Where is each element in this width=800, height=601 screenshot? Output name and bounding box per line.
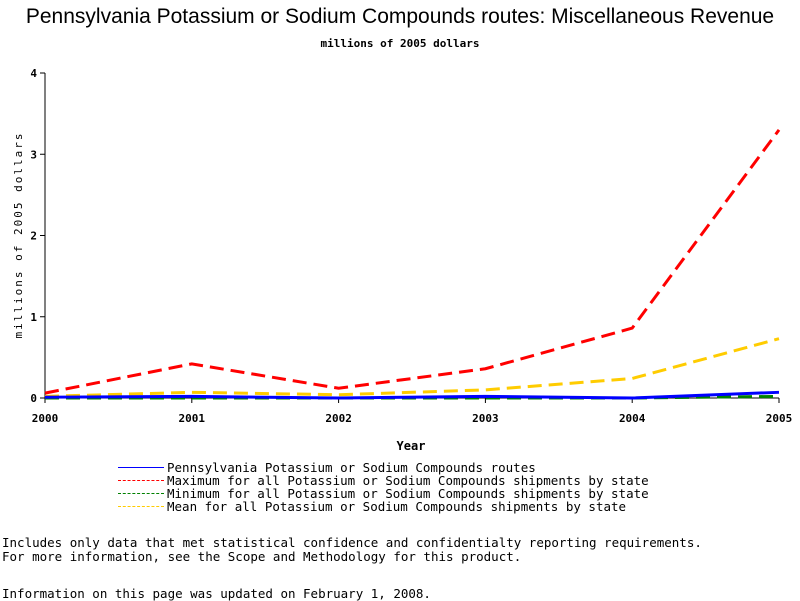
x-tick-label: 2000	[32, 412, 59, 425]
chart-legend: Pennsylvania Potassium or Sodium Compoun…	[118, 461, 649, 513]
chart-subtitle: millions of 2005 dollars	[320, 37, 480, 50]
footnote-line: For more information, see the Scope and …	[2, 548, 522, 564]
updated-note: Information on this page was updated on …	[2, 586, 431, 601]
legend-item: Mean for all Potassium or Sodium Compoun…	[118, 500, 649, 513]
footnote-line: Includes only data that met statistical …	[2, 535, 702, 550]
y-tick-label: 3	[30, 148, 37, 161]
x-tick-label: 2004	[619, 412, 646, 425]
legend-item: Minimum for all Potassium or Sodium Comp…	[118, 487, 649, 500]
line-chart: 0 1 2 3 4 2000 2001 2002 2003 2004 2005 millions o…	[12, 67, 792, 453]
footnotes: Includes only data that met statistical …	[2, 536, 702, 563]
series-line-1	[44, 128, 781, 395]
x-tick-label: 2003	[472, 412, 499, 425]
y-tick-label: 4	[30, 67, 37, 80]
x-tick-label: 2005	[766, 412, 793, 425]
legend-item: Pennsylvania Potassium or Sodium Compoun…	[118, 461, 649, 474]
legend-label: Mean for all Potassium or Sodium Compoun…	[167, 499, 627, 514]
chart-title: Pennsylvania Potassium or Sodium Compoun…	[25, 5, 775, 28]
x-tick-label: 2001	[179, 412, 206, 425]
legend-swatch	[118, 467, 164, 468]
x-axis-label: Year	[397, 439, 426, 453]
y-axis-label: millions of 2005 dollars	[12, 132, 25, 339]
series-line-3	[44, 337, 780, 398]
x-tick-label: 2002	[325, 412, 352, 425]
legend-label: Maximum for all Potassium or Sodium Comp…	[167, 473, 649, 488]
legend-swatch	[118, 480, 164, 481]
chart-series	[44, 128, 781, 400]
legend-swatch	[118, 506, 164, 507]
y-tick-label: 1	[30, 311, 37, 324]
legend-label: Pennsylvania Potassium or Sodium Compoun…	[167, 460, 536, 475]
legend-item: Maximum for all Potassium or Sodium Comp…	[118, 474, 649, 487]
y-tick-label: 2	[30, 230, 37, 243]
legend-label: Minimum for all Potassium or Sodium Comp…	[167, 486, 649, 501]
legend-swatch	[118, 493, 164, 494]
series-line-0	[44, 390, 780, 400]
chart-axes: 0 1 2 3 4 2000 2001 2002 2003 2004 2005	[30, 67, 792, 425]
y-tick-label: 0	[30, 392, 37, 405]
